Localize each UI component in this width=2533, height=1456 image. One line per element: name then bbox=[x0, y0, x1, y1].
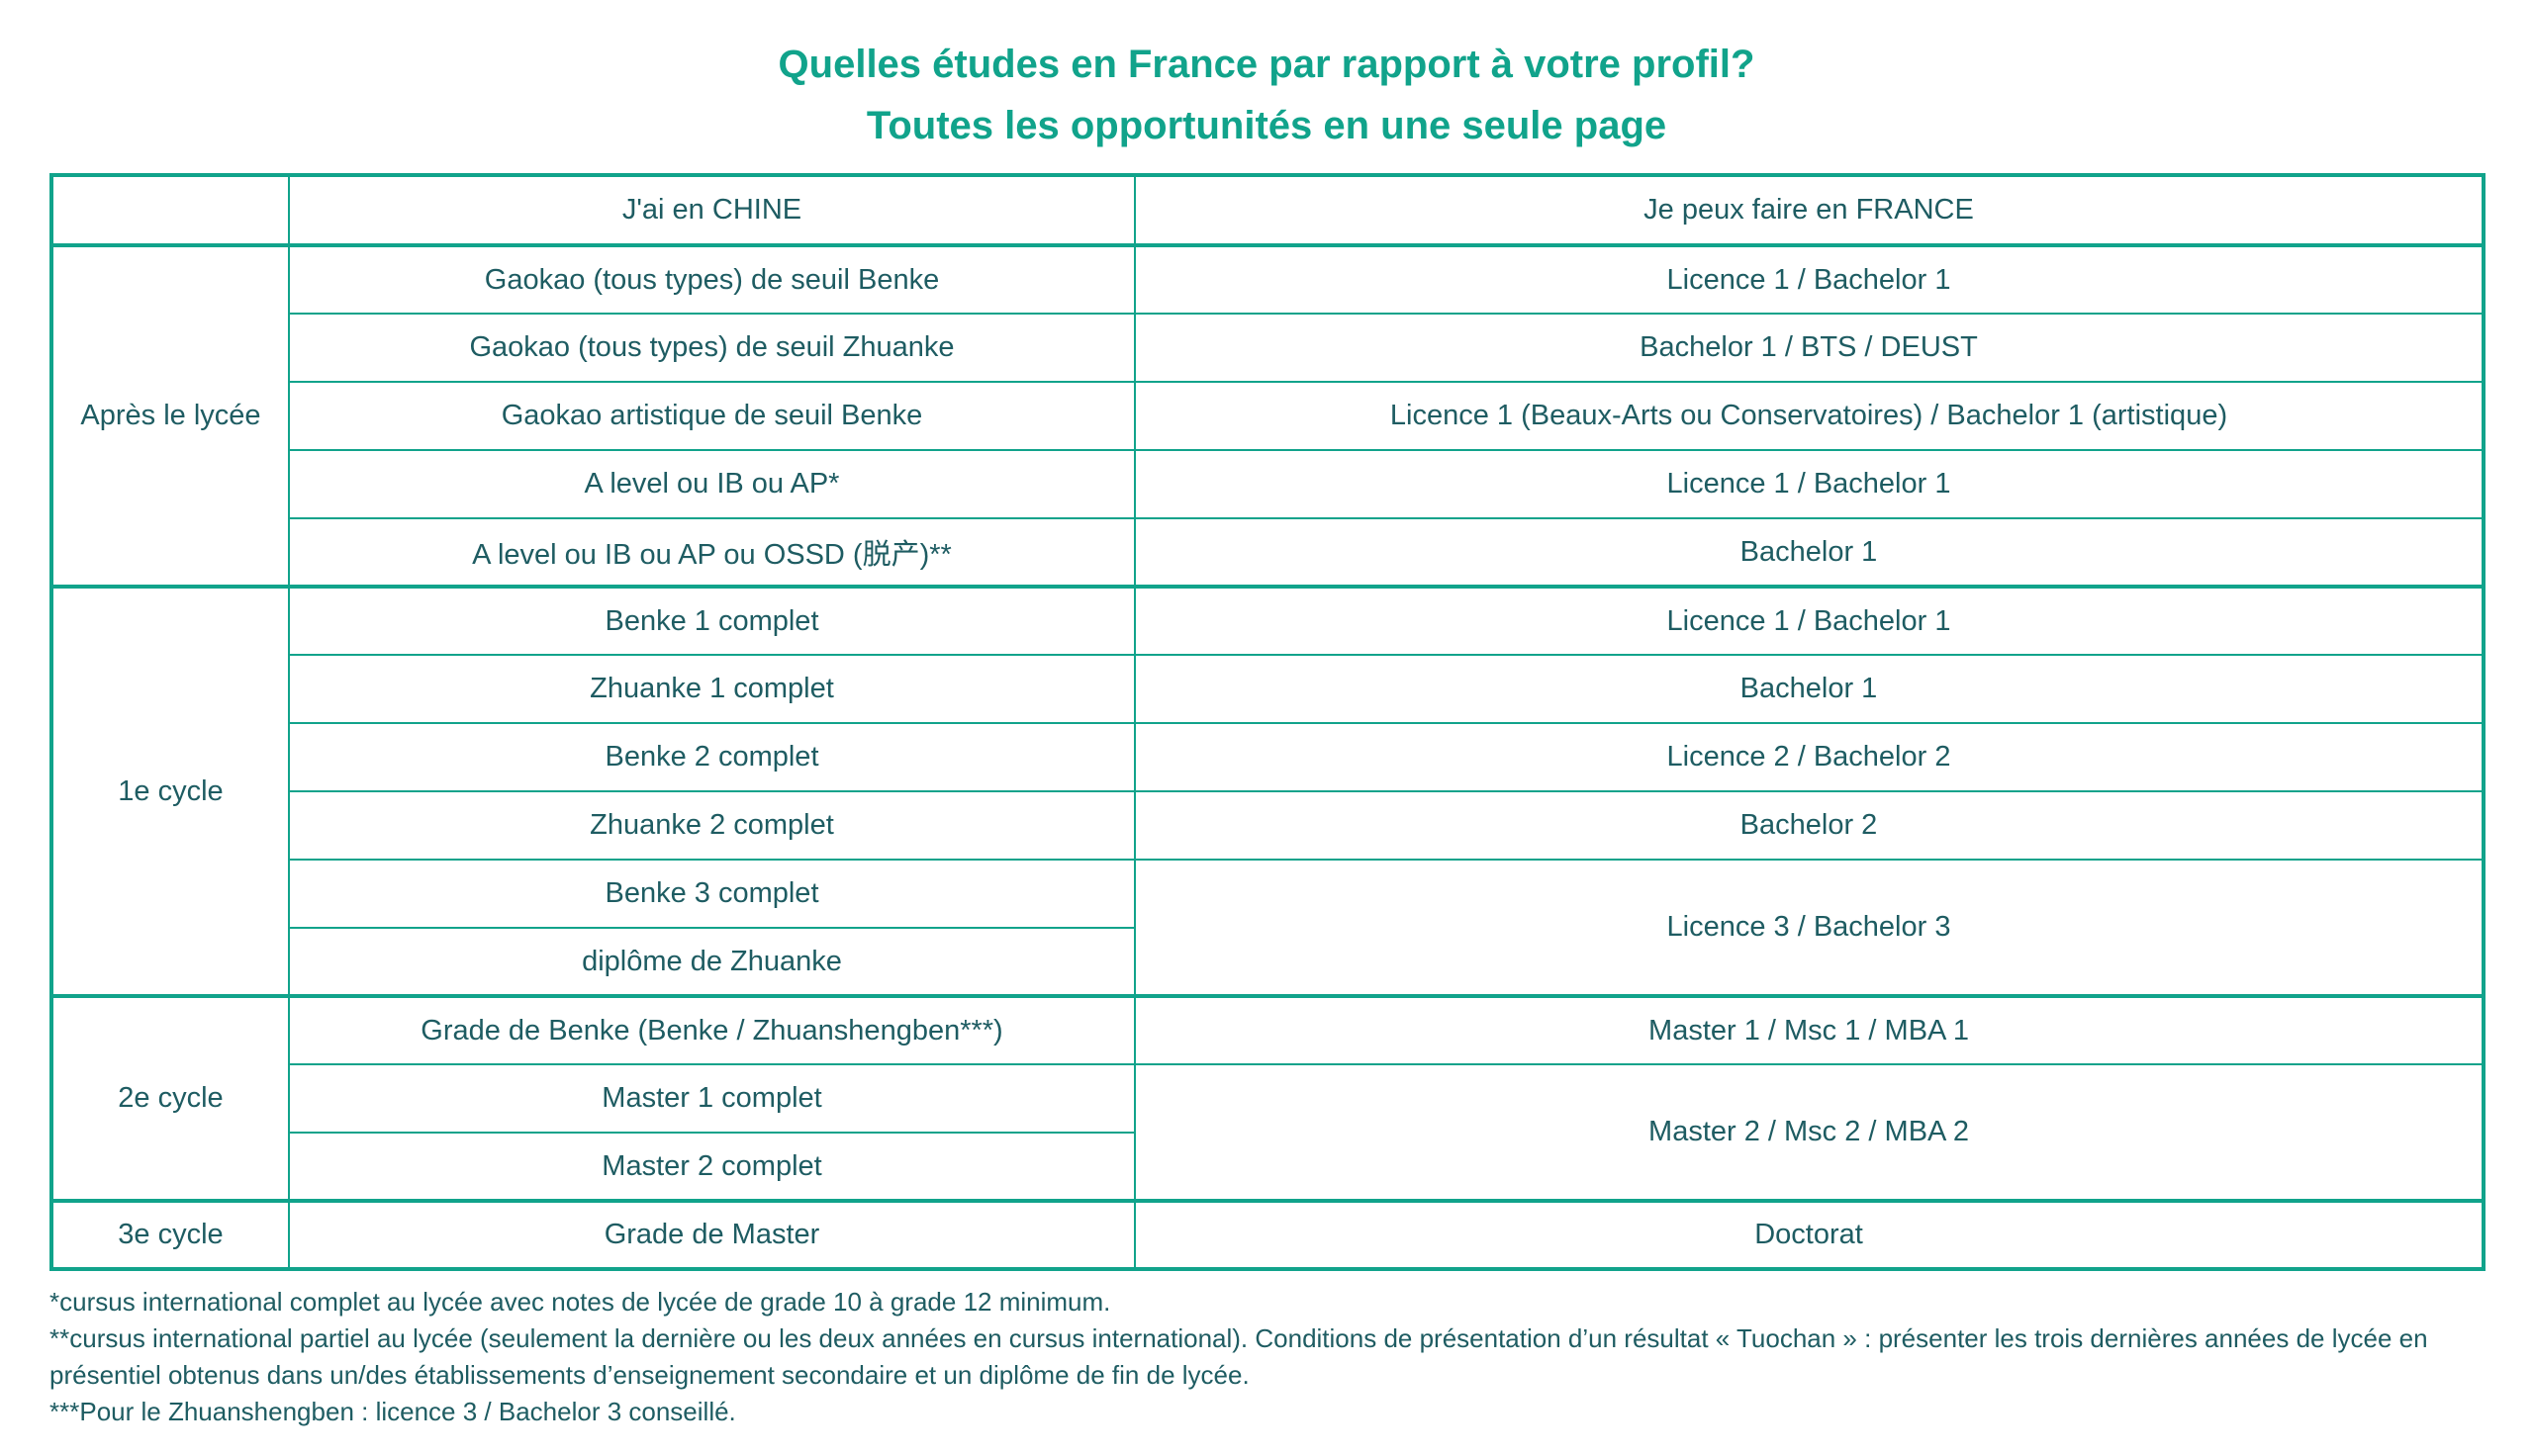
title-line-1: Quelles études en France par rapport à v… bbox=[778, 43, 1755, 86]
france-cell: Bachelor 1 bbox=[1134, 654, 2485, 724]
chine-cell: Benke 3 complet bbox=[288, 859, 1136, 929]
group-cell-apres-le-lycee: Après le lycée bbox=[50, 243, 290, 588]
chine-cell: Zhuanke 2 complet bbox=[288, 790, 1136, 861]
chine-cell: Grade de Master bbox=[288, 1199, 1136, 1270]
table-row: Master 2 complet bbox=[51, 1132, 2484, 1202]
chine-cell: A level ou IB ou AP* bbox=[288, 449, 1136, 519]
table-row: 2e cycle Grade de Benke (Benke / Zhuansh… bbox=[50, 994, 2485, 1202]
chine-cell: diplôme de Zhuanke bbox=[288, 927, 1136, 997]
chine-cell: Master 1 complet bbox=[288, 1063, 1136, 1134]
france-cell: Licence 2 / Bachelor 2 bbox=[1134, 722, 2485, 792]
group-cell-2e-cycle: 2e cycle bbox=[50, 994, 290, 1202]
corner-cell bbox=[50, 174, 290, 246]
table-row: Après le lycée Gaokao (tous types) de se… bbox=[50, 243, 2485, 588]
chine-cell: Zhuanke 1 complet bbox=[288, 654, 1136, 724]
col-header-france: Je peux faire en FRANCE bbox=[1134, 174, 2485, 246]
france-cell: Master 1 / Msc 1 / MBA 1 bbox=[1134, 994, 2485, 1065]
footnote-1: *cursus international complet au lycée a… bbox=[49, 1287, 1111, 1317]
chine-cell: Gaokao (tous types) de seuil Zhuanke bbox=[288, 313, 1136, 383]
chine-cell: Master 2 complet bbox=[288, 1132, 1136, 1202]
table-row: Gaokao artistique de seuil Benke Licence… bbox=[51, 381, 2485, 451]
group-cell-3e-cycle: 3e cycle bbox=[50, 1199, 290, 1270]
chine-cell: Grade de Benke (Benke / Zhuanshengben***… bbox=[288, 994, 1136, 1065]
col-header-chine: J'ai en CHINE bbox=[288, 174, 1136, 246]
table-row: Master 1 complet Master 2 / Msc 2 / MBA … bbox=[51, 1063, 2485, 1202]
france-cell-merged: Licence 3 / Bachelor 3 bbox=[1134, 859, 2485, 997]
footnote-2: **cursus international partiel au lycée … bbox=[49, 1323, 2428, 1390]
group-cell-1e-cycle: 1e cycle bbox=[50, 585, 290, 997]
france-cell: Bachelor 2 bbox=[1134, 790, 2485, 861]
france-cell: Licence 1 (Beaux-Arts ou Conservatoires)… bbox=[1134, 381, 2485, 451]
table-row: 3e cycle Grade de Master Doctorat bbox=[50, 1199, 2485, 1270]
footnote-3: ***Pour le Zhuanshengben : licence 3 / B… bbox=[49, 1397, 736, 1426]
france-cell: Licence 1 / Bachelor 1 bbox=[1134, 585, 2485, 656]
table-row: Gaokao (tous types) de seuil Zhuanke Bac… bbox=[51, 313, 2485, 383]
table-row: Benke 2 complet Licence 2 / Bachelor 2 bbox=[51, 722, 2485, 792]
france-cell: Licence 1 / Bachelor 1 bbox=[1134, 243, 2485, 315]
france-cell: Licence 1 / Bachelor 1 bbox=[1134, 449, 2485, 519]
chine-cell: Benke 2 complet bbox=[288, 722, 1136, 792]
table-header-row: J'ai en CHINE Je peux faire en FRANCE bbox=[50, 174, 2485, 246]
equivalence-table: J'ai en CHINE Je peux faire en FRANCE Ap… bbox=[49, 173, 2486, 1271]
table-row: Zhuanke 2 complet Bachelor 2 bbox=[51, 790, 2485, 861]
table-row: diplôme de Zhuanke bbox=[51, 927, 2484, 997]
chine-cell: A level ou IB ou AP ou OSSD (脱产)** bbox=[288, 517, 1136, 588]
france-cell: Bachelor 1 bbox=[1134, 517, 2485, 588]
table-row: A level ou IB ou AP* Licence 1 / Bachelo… bbox=[51, 449, 2485, 519]
footnotes: *cursus international complet au lycée a… bbox=[49, 1284, 2469, 1430]
chine-cell: Gaokao (tous types) de seuil Benke bbox=[288, 243, 1136, 315]
table-row: Benke 3 complet Licence 3 / Bachelor 3 bbox=[51, 859, 2485, 997]
page-title: Quelles études en France par rapport à v… bbox=[0, 34, 2533, 156]
table-row: Zhuanke 1 complet Bachelor 1 bbox=[51, 654, 2485, 724]
france-cell: Doctorat bbox=[1134, 1199, 2485, 1270]
table-row: 1e cycle Benke 1 complet Licence 1 / Bac… bbox=[50, 585, 2485, 997]
chine-cell: Gaokao artistique de seuil Benke bbox=[288, 381, 1136, 451]
table-row: A level ou IB ou AP ou OSSD (脱产)** Bache… bbox=[51, 517, 2485, 588]
title-line-2: Toutes les opportunités en une seule pag… bbox=[866, 104, 1667, 147]
chine-cell: Benke 1 complet bbox=[288, 585, 1136, 656]
france-cell-merged: Master 2 / Msc 2 / MBA 2 bbox=[1134, 1063, 2485, 1202]
france-cell: Bachelor 1 / BTS / DEUST bbox=[1134, 313, 2485, 383]
